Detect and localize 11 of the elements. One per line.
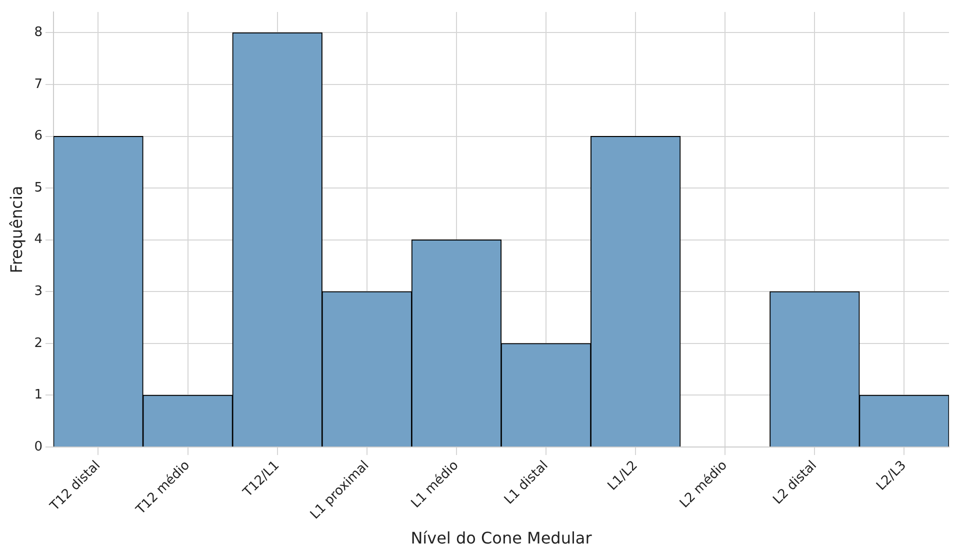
y-tick-label: 6 (34, 128, 42, 144)
y-tick-label: 0 (34, 439, 42, 454)
y-tick-label: 1 (34, 388, 42, 403)
y-tick-label: 3 (34, 284, 42, 300)
x-axis-title: Nível do Cone Medular (410, 528, 592, 548)
y-tick-label: 2 (34, 336, 42, 351)
y-tick-label: 4 (34, 232, 42, 248)
y-axis-title: Frequência (6, 186, 26, 274)
y-tick-label: 7 (34, 76, 42, 92)
y-tick-label: 5 (34, 180, 42, 196)
y-tick-label: 8 (34, 25, 42, 40)
